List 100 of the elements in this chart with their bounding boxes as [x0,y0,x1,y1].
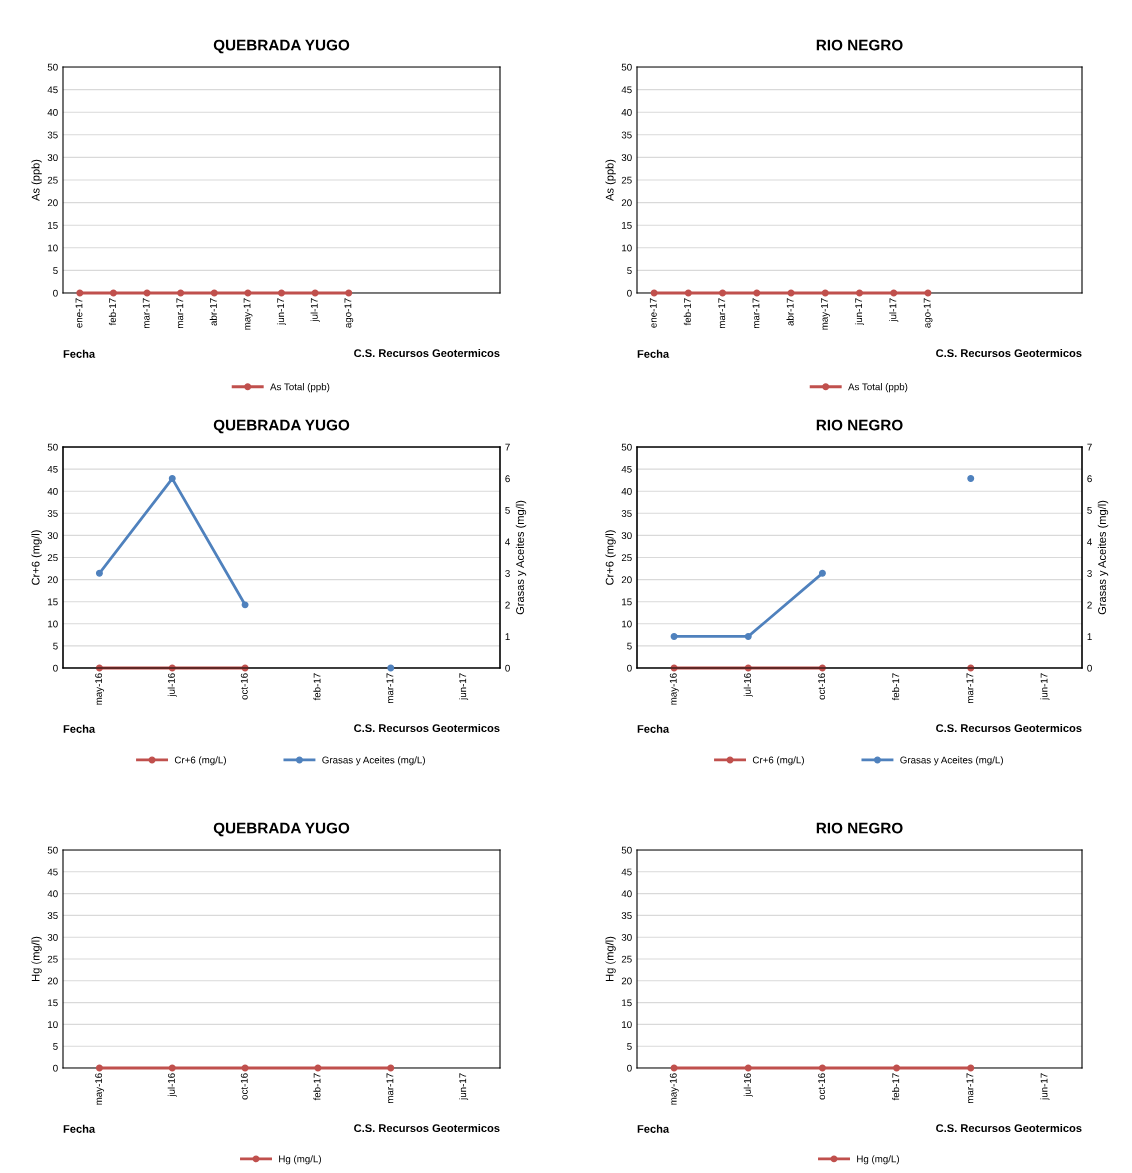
x-tick-label: jun-17 [1040,673,1050,701]
x-tick-label: ago-17 [344,298,354,328]
y-tick-label: 50 [621,443,632,451]
x-tick-label: mar-17 [386,673,394,704]
y-tick-label: 30 [47,933,58,941]
text: C.S. Recursos Geotermicos [936,1123,1082,1133]
y-tick-label: 30 [47,532,58,540]
x-tick-label: jun-17 [1040,1073,1050,1101]
y-tick-label: 40 [47,108,58,116]
chart-title: RIO NEGRO [816,822,903,834]
y2-tick-label: 0 [1087,664,1092,672]
text: C.S. Recursos Geotermicos [936,723,1082,733]
x-tick-label: oct-16 [818,673,826,700]
y-tick-label: 25 [47,554,58,562]
x-tick-label: abr-17 [786,298,794,326]
x-tick-label: ene-17 [649,298,657,328]
x-tick-label: jul-16 [167,673,177,697]
x-tick-label: jul-16 [743,1073,753,1097]
y-tick-label: 25 [47,955,58,963]
y-tick-label: 50 [47,846,58,854]
y-tick-label: 25 [621,554,632,562]
y2-tick-label: 5 [1087,506,1092,514]
y-tick-label: 50 [621,846,632,854]
y2-tick-label: 7 [1087,443,1092,451]
x-tick-label: jun-17 [854,298,865,326]
x-tick-label: feb-17 [313,1073,321,1101]
y-tick-label: 10 [622,1021,632,1029]
y-tick-label: 15 [48,598,58,606]
x-tick-label: may-16 [669,673,679,705]
x-tick-label: ago-17 [923,298,933,328]
y2-tick-label: 7 [505,443,510,451]
y-tick-label: 20 [47,576,58,584]
y-tick-label: 0 [627,289,632,297]
y2-tick-label: 1 [505,633,510,640]
x-axis-title: Fecha [637,349,670,358]
x-tick-label: mar-17 [142,298,150,329]
y-tick-label: 25 [621,955,632,963]
legend-label: Hg (mg/L) [279,1155,321,1165]
legend-label: Cr+6 (mg/L) [174,756,226,766]
y-tick-label: 40 [47,890,58,898]
text: C.S. Recursos Geotermicos [936,348,1082,358]
y-tick-label: 35 [47,131,58,139]
y-tick-label: 0 [53,289,58,297]
y-tick-label: 40 [621,108,632,116]
x-tick-label: jul-16 [743,673,753,697]
y-tick-label: 35 [621,912,632,920]
x-tick-label: jul-16 [167,1073,177,1097]
y-tick-label: 0 [53,664,58,672]
y-tick-label: 45 [621,868,632,876]
y-tick-label: 0 [627,664,632,672]
x-tick-label: may-16 [669,1073,679,1105]
y-tick-label: 10 [48,244,58,252]
y-tick-label: 35 [621,131,632,139]
x-tick-label: may-16 [95,673,104,705]
y-tick-label: 15 [48,222,58,229]
y2-tick-label: 4 [1087,538,1092,546]
x-axis-title: Fecha [637,1124,670,1133]
y-tick-label: 50 [47,63,58,71]
x-tick-label: may-17 [821,298,830,330]
y-tick-label: 5 [53,1043,58,1050]
y-tick-label: 20 [47,977,58,985]
x-tick-label: feb-17 [892,1073,900,1101]
y-tick-label: 35 [621,510,632,517]
x-tick-label: mar-17 [176,298,184,329]
y2-tick-label: 2 [505,601,510,609]
y-tick-label: 10 [48,620,58,628]
y-tick-label: 30 [621,933,632,941]
x-tick-label: oct-16 [818,1073,826,1100]
y2-axis-title: Grasas y Aceites (mg/l) [1097,500,1109,615]
x-tick-label: feb-17 [108,298,117,326]
y2-tick-label: 3 [1087,570,1092,577]
y-tick-label: 15 [48,999,58,1007]
y-tick-label: 45 [621,465,632,473]
y-tick-label: 40 [621,487,632,495]
text: C.S. Recursos Geotermicos [354,723,500,733]
y-tick-label: 20 [621,977,632,985]
x-tick-label: oct-16 [240,673,248,700]
y-tick-label: 15 [622,598,632,606]
y-axis-title: As (ppb) [605,159,616,201]
y-tick-label: 5 [627,642,632,650]
y-tick-label: 45 [47,86,58,94]
x-tick-label: jun-17 [276,298,287,326]
y-tick-label: 20 [621,576,632,584]
y-tick-label: 10 [622,620,632,628]
y-tick-label: 20 [621,199,632,207]
y-tick-label: 10 [48,1021,58,1029]
text: C.S. Recursos Geotermicos [354,348,500,358]
y-tick-label: 50 [47,443,58,451]
chart-title: QUEBRADA YUGO [213,822,350,837]
y-axis-title: Cr+6 (mg/l) [605,530,616,585]
y-tick-label: 45 [47,465,58,473]
x-tick-label: mar-17 [966,1073,974,1104]
y-tick-label: 30 [621,154,632,162]
chart-title: RIO NEGRO [816,419,903,431]
x-tick-label: jun-17 [459,673,469,701]
y2-tick-label: 5 [505,506,510,514]
y-tick-label: 10 [622,244,632,252]
y2-axis-title: Grasas y Aceites (mg/l) [515,500,527,615]
text: C.S. Recursos Geotermicos [354,1123,500,1133]
legend-label: Hg (mg/L) [857,1155,899,1165]
